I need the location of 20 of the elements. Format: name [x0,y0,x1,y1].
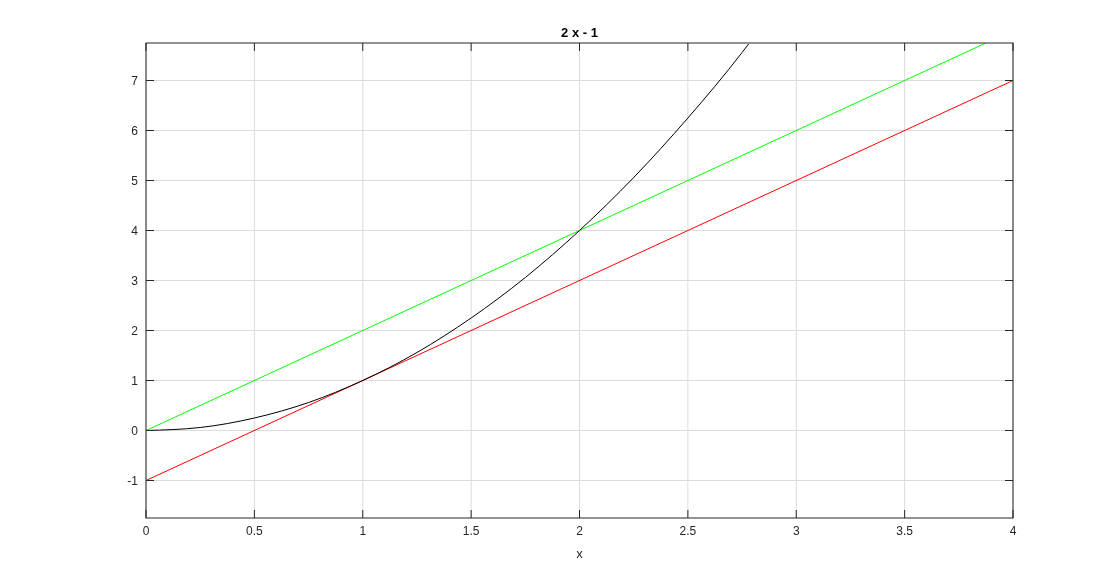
y-tick-label: 0 [131,423,139,438]
x-tick-label: 2 [576,524,584,538]
chart-title: 2 x - 1 [561,25,598,40]
y-tick-label: 1 [131,373,139,388]
y-tick-label: 7 [131,73,139,88]
y-tick-label: 5 [131,173,139,188]
y-tick-label: 3 [131,273,139,288]
x-tick-label: 1 [359,524,367,538]
y-tick-label: 4 [131,223,139,238]
x-tick-label: 4 [1009,524,1017,538]
x-axis-title: x [576,546,584,561]
x-tick-label: 1.5 [462,524,480,538]
x-tick-label: 2.5 [679,524,697,538]
x-tick-label: 3 [792,524,800,538]
x-tick-label: 0 [142,524,150,538]
y-tick-label: 6 [131,123,139,138]
y-tick-label: 2 [131,323,139,338]
x-tick-label: 3.5 [896,524,914,538]
y-tick-label: -1 [127,473,139,488]
x-tick-label: 0.5 [246,524,264,538]
